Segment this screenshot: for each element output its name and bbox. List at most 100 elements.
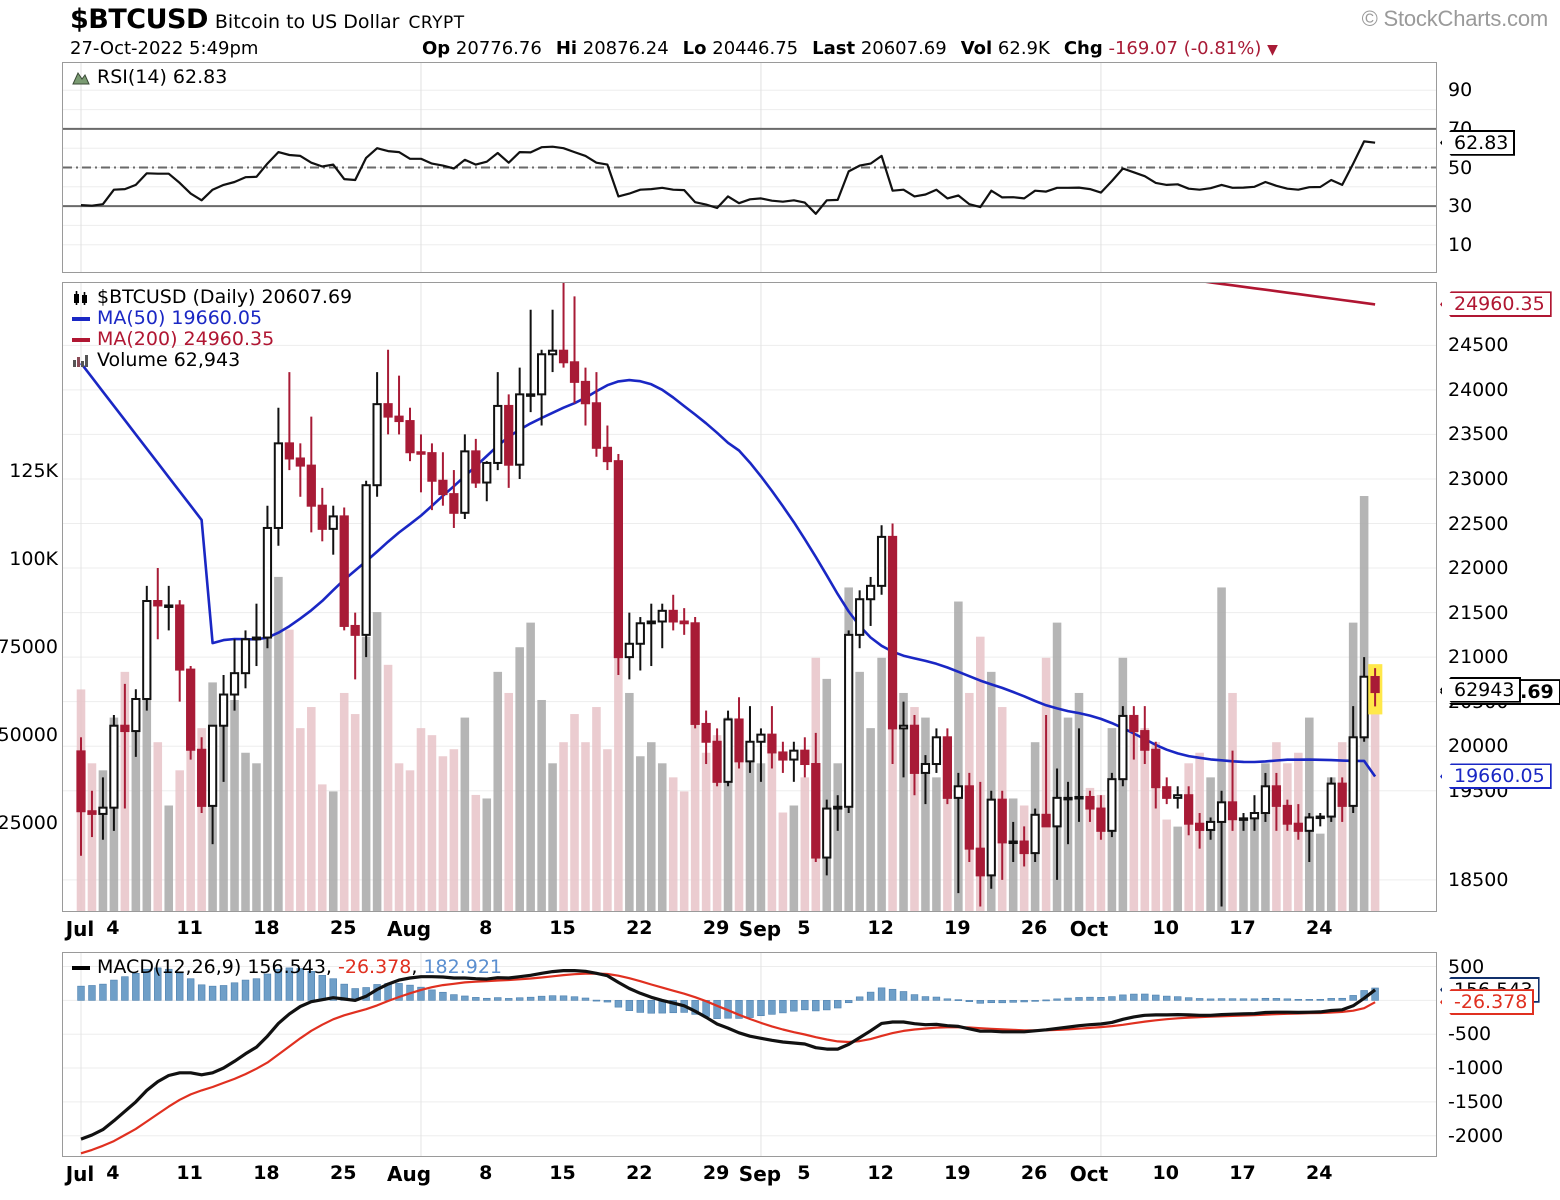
price-tick: 20000: [1448, 735, 1509, 758]
xaxis-month-label: Oct: [1069, 917, 1109, 941]
macd-tick: 500: [1448, 955, 1485, 978]
rsi-chart-svg: [63, 63, 1436, 272]
volume-value: 62.9K: [997, 38, 1050, 59]
xaxis-month-label: Jul: [65, 1162, 95, 1186]
xaxis-day-label: 18: [253, 917, 280, 939]
mountain-icon: [71, 70, 93, 85]
xaxis-day-label: 4: [106, 917, 120, 939]
price-tick: 21000: [1448, 646, 1509, 669]
ma200-swatch-icon: [71, 334, 93, 346]
xaxis-day-label: 17: [1229, 1162, 1256, 1184]
xaxis-day-label: 5: [797, 1162, 811, 1184]
macd-tick: -500: [1448, 1023, 1492, 1046]
chart-header: $BTCUSD Bitcoin to US Dollar CRYPT 27-Oct-…: [0, 0, 1560, 62]
volume-axis: 125K 100K 75000 50000 25000: [0, 282, 58, 912]
macd-legend: MACD(12,26,9) 156.543, -26.378, 182.921: [71, 957, 502, 978]
volume-bars-icon: [71, 354, 93, 367]
price-tick: 24000: [1448, 378, 1509, 401]
rsi-legend-text: RSI(14) 62.83: [97, 66, 228, 89]
ma50-swatch-icon: [71, 313, 93, 325]
quote-info-line: 27-Oct-2022 5:49pm Op 20776.76 Hi 20876.24…: [70, 38, 1450, 59]
rsi-plot: [63, 63, 1436, 272]
price-tick: 22000: [1448, 557, 1509, 580]
ma50-callout: 19660.05: [1440, 763, 1552, 790]
xaxis-day-label: 15: [549, 1162, 576, 1184]
xaxis-day-label: 18: [253, 1162, 280, 1184]
symbol-line: $BTCUSD Bitcoin to US Dollar CRYPT: [70, 4, 465, 35]
quote-datetime: 27-Oct-2022 5:49pm: [70, 38, 259, 59]
xaxis-day-label: 19: [944, 917, 971, 939]
price-tick: 21500: [1448, 601, 1509, 624]
xaxis-day-label: 26: [1020, 1162, 1048, 1184]
price-chart-svg: [63, 283, 1436, 911]
rsi-legend: RSI(14) 62.83: [71, 67, 227, 88]
xaxis-month-label: Jul: [65, 917, 95, 941]
macd-signal-callout: -26.378: [1440, 989, 1535, 1016]
volume-label: Vol: [960, 38, 993, 59]
volume-tick: 50000: [0, 724, 58, 747]
macd-panel: MACD(12,26,9) 156.543, -26.378, 182.921: [62, 952, 1437, 1157]
macd-tick: -1000: [1448, 1057, 1504, 1080]
volume-tick: 100K: [9, 548, 58, 571]
macd-chart-svg: [63, 953, 1436, 1156]
stockcharts-watermark: © StockCharts.com: [1361, 6, 1549, 31]
xaxis-day-label: 17: [1229, 917, 1256, 939]
open-label: Op: [422, 38, 451, 59]
xaxis-day-label: 29: [702, 1162, 730, 1184]
xaxis-day-label: 10: [1152, 1162, 1179, 1184]
macd-legend-sep1: ,: [325, 956, 339, 979]
last-value: 20607.69: [860, 38, 947, 59]
price-tick: 22500: [1448, 512, 1509, 535]
xaxis-month-label: Aug: [386, 917, 432, 941]
macd-tick: -2000: [1448, 1124, 1504, 1147]
xaxis-day-label: 22: [626, 1162, 653, 1184]
xaxis-day-label: 11: [176, 1162, 203, 1184]
price-legend: $BTCUSD (Daily) 20607.69 MA(50) 19660.05…: [71, 287, 352, 371]
xaxis-day-label: 11: [176, 917, 203, 939]
xaxis-day-label: 4: [106, 1162, 120, 1184]
price-tick: 24500: [1448, 334, 1509, 357]
xaxis-day-label: 10: [1152, 917, 1179, 939]
xaxis-day-label: 8: [479, 917, 493, 939]
volume-legend-text: Volume 62,943: [97, 349, 241, 372]
symbol-ticker: $BTCUSD: [70, 4, 208, 35]
macd-legend-signal: -26.378: [338, 956, 412, 979]
macd-legend-hist: 182.921: [423, 956, 503, 979]
price-tick: 18500: [1448, 868, 1509, 891]
rsi-tick: 50: [1448, 156, 1473, 179]
ma50-legend-text: MA(50) 19660.05: [97, 307, 263, 330]
xaxis-day-label: 22: [626, 917, 653, 939]
volume-tick: 25000: [0, 812, 58, 835]
xaxis-bottom: Jul 4 11 18 25 Aug 8 15 22 29 Sep 5 12 19 26 Oct 10 17 24: [62, 1159, 1437, 1193]
macd-swatch-icon: [71, 962, 93, 974]
price-plot: [63, 283, 1436, 911]
high-label: Hi: [555, 38, 578, 59]
xaxis-month-label: Aug: [386, 1162, 432, 1186]
macd-legend-main: MACD(12,26,9) 156.543: [97, 956, 326, 979]
price-tick: 23000: [1448, 467, 1509, 490]
change-value: -169.07 (-0.81%): [1108, 38, 1262, 59]
xaxis-day-label: 15: [549, 917, 576, 939]
price-tick: 23500: [1448, 423, 1509, 446]
xaxis-day-label: 12: [867, 917, 894, 939]
xaxis-day-label: 26: [1020, 917, 1048, 939]
xaxis-day-label: 5: [797, 917, 811, 939]
down-arrow-icon: ▼: [1267, 42, 1278, 58]
xaxis-day-label: 25: [329, 917, 357, 939]
symbol-exchange: CRYPT: [408, 13, 465, 33]
low-label: Lo: [682, 38, 707, 59]
symbol-name: Bitcoin to US Dollar: [214, 11, 400, 33]
low-value: 20446.75: [712, 38, 799, 59]
rsi-panel: RSI(14) 62.83: [62, 62, 1437, 273]
rsi-tick: 10: [1448, 233, 1473, 256]
candlestick-icon: [71, 290, 93, 306]
xaxis-day-label: 24: [1306, 1162, 1333, 1184]
rsi-callout: 62.83: [1440, 129, 1516, 156]
price-legend-title: $BTCUSD (Daily) 20607.69: [97, 286, 353, 309]
ma200-legend-text: MA(200) 24960.35: [97, 328, 275, 351]
rsi-tick: 90: [1448, 79, 1473, 102]
macd-plot: [63, 953, 1436, 1156]
macd-legend-sep2: ,: [411, 956, 424, 979]
rsi-tick: 30: [1448, 195, 1473, 218]
